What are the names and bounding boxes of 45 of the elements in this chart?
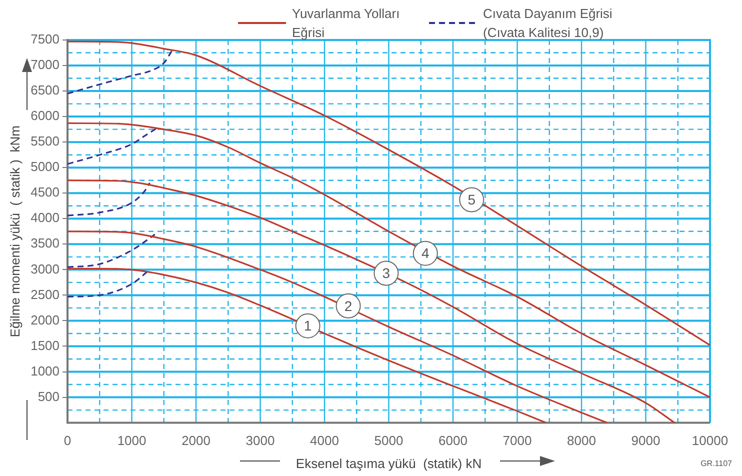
line-series bbox=[68, 126, 158, 165]
line-series bbox=[68, 48, 174, 94]
line-series bbox=[68, 268, 547, 423]
x-tick-label: 6000 bbox=[438, 433, 468, 448]
line-series bbox=[68, 40, 710, 346]
legend-label: Cıvata Dayanım Eğrisi (Cıvata Kalitesi 10,9) bbox=[483, 5, 614, 42]
x-tick-label: 0 bbox=[64, 433, 72, 448]
x-tick-label: 1000 bbox=[117, 433, 146, 448]
y-tick-label: 4500 bbox=[30, 184, 60, 200]
annotation: 2 bbox=[344, 298, 352, 314]
annotation: 1 bbox=[304, 318, 312, 334]
annotation: 3 bbox=[382, 265, 390, 282]
text: GR.1107 bbox=[700, 459, 732, 468]
x-axis-title: Eksenel taşıma yükü (statik) kN bbox=[296, 456, 482, 471]
y-tick-label: 4000 bbox=[30, 210, 60, 226]
y-tick-label: 7000 bbox=[30, 57, 60, 72]
x-tick-label: 9000 bbox=[631, 433, 660, 448]
y-axis-title: Eğilme momenti yükü ( statik ) kNm bbox=[7, 126, 22, 338]
line-series bbox=[68, 230, 608, 423]
y-tick-label: 1500 bbox=[30, 338, 60, 353]
y-tick-label: 5000 bbox=[30, 159, 60, 174]
x-tick-label: 3000 bbox=[246, 433, 275, 448]
y-tick-label: 2000 bbox=[30, 312, 60, 328]
x-tick-label: 2000 bbox=[182, 433, 210, 448]
x-tick-label: 4000 bbox=[310, 433, 339, 448]
x-tick-label: 5000 bbox=[374, 433, 404, 448]
y-tick-label: 2500 bbox=[30, 286, 60, 302]
y-tick-label: 6500 bbox=[30, 82, 60, 98]
y-tick-label: 3500 bbox=[30, 236, 60, 251]
line-series bbox=[68, 182, 151, 216]
y-tick-label: 5500 bbox=[30, 134, 60, 149]
legend-label: Yuvarlanma Yolları Eğrisi bbox=[292, 5, 401, 42]
y-tick-label: 6000 bbox=[30, 108, 60, 124]
annotation: 5 bbox=[468, 192, 476, 208]
line-series bbox=[68, 180, 676, 423]
x-tick-label: 7000 bbox=[502, 433, 532, 448]
y-tick-label: 1000 bbox=[30, 363, 60, 378]
x-tick-label: 8000 bbox=[567, 433, 596, 448]
annotation: 4 bbox=[421, 245, 430, 262]
y-tick-label: 3000 bbox=[30, 261, 60, 276]
line-series bbox=[68, 122, 710, 398]
y-tick-label: 500 bbox=[38, 388, 60, 404]
y-tick-label: 7500 bbox=[30, 32, 60, 47]
x-tick-label: 10000 bbox=[692, 433, 728, 448]
line-series bbox=[68, 234, 156, 268]
